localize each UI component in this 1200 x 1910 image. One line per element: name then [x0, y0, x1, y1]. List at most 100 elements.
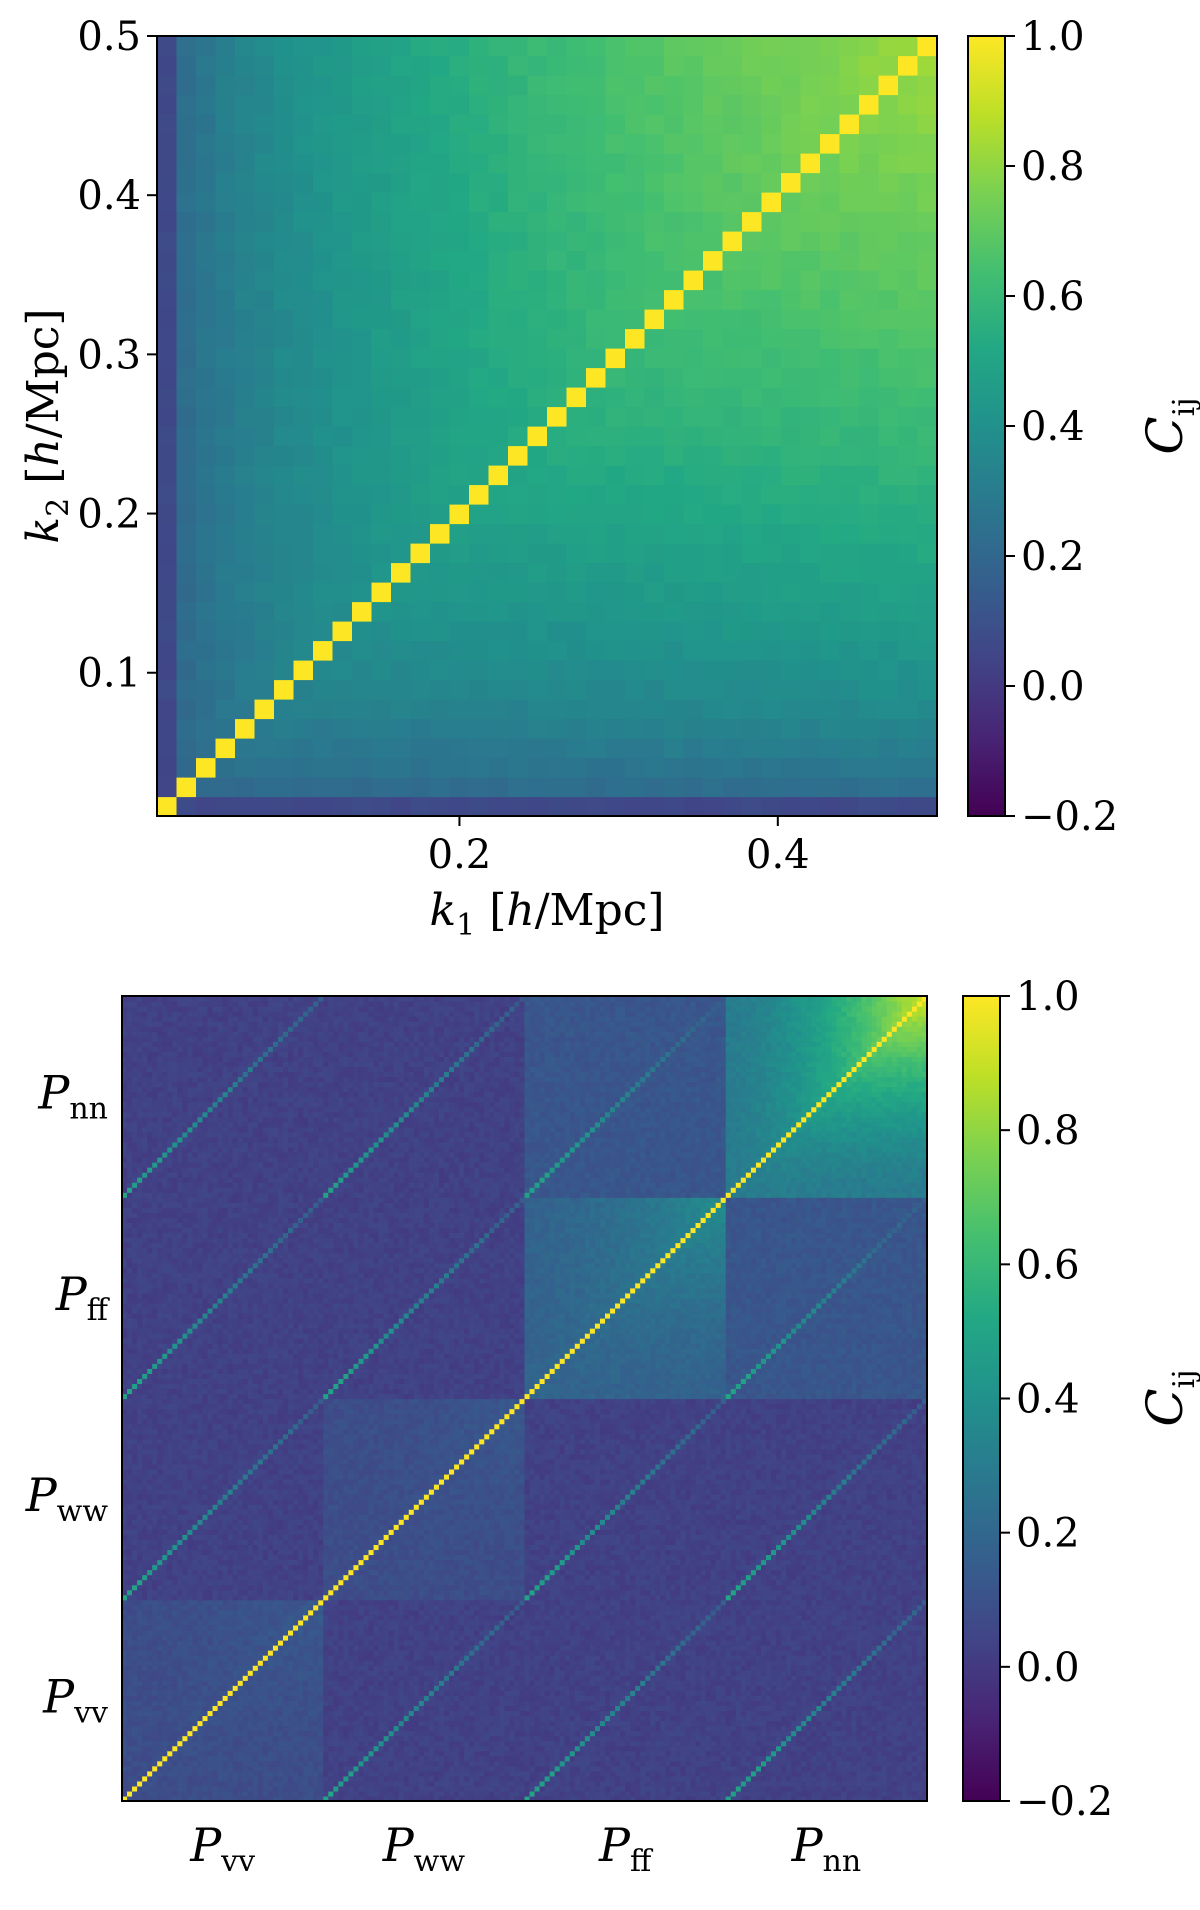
heatmap-cell [547, 36, 568, 57]
heatmap-cell [207, 1775, 214, 1782]
heatmap-cell [172, 1634, 178, 1641]
heatmap-cell [859, 660, 880, 681]
heatmap-cell [157, 484, 178, 505]
heatmap-cell [217, 1368, 224, 1374]
heatmap-cell [197, 1036, 204, 1042]
heatmap-cell [157, 996, 163, 1002]
heatmap-cell [192, 1207, 199, 1213]
heatmap-cell [222, 1453, 229, 1460]
heatmap-cell [152, 1479, 158, 1485]
heatmap-cell [177, 1141, 183, 1148]
heatmap-cell [132, 1383, 138, 1390]
heatmap-cell [182, 1307, 189, 1314]
heatmap-cell [122, 996, 128, 1002]
heatmap-cell [410, 660, 431, 681]
heatmap-cell [917, 718, 938, 739]
heatmap-cell [142, 1197, 148, 1203]
heatmap-cell [222, 1036, 229, 1042]
heatmap-cell [127, 1262, 133, 1269]
heatmap-cell [157, 1645, 163, 1651]
heatmap-cell [761, 426, 782, 447]
heatmap-cell [859, 796, 880, 817]
heatmap-cell [142, 1398, 148, 1405]
heatmap-cell [192, 1559, 199, 1566]
heatmap-cell [469, 192, 490, 213]
heatmap-cell [586, 523, 607, 544]
heatmap-cell [217, 1116, 224, 1123]
heatmap-cell [147, 1780, 153, 1787]
heatmap-cell [182, 1157, 189, 1163]
heatmap-cell [781, 426, 802, 447]
heatmap-cell [157, 1378, 163, 1385]
heatmap-cell [142, 1629, 148, 1636]
heatmap-cell [469, 777, 490, 798]
heatmap-cell [172, 1338, 178, 1344]
heatmap-cell [142, 1287, 148, 1294]
heatmap-cell [137, 1111, 143, 1118]
heatmap-cell [167, 1116, 173, 1123]
heatmap-cell [127, 1463, 133, 1470]
heatmap-cell [147, 1624, 153, 1631]
heatmap-cell [391, 777, 412, 798]
heatmap-cell [212, 1041, 219, 1047]
heatmap-cell [217, 1056, 224, 1063]
heatmap-cell [122, 1695, 128, 1701]
heatmap-cell [742, 543, 763, 564]
heatmap-cell [196, 699, 217, 720]
heatmap-cell [207, 1338, 214, 1344]
heatmap-cell [122, 1197, 128, 1203]
heatmap-cell [566, 699, 587, 720]
heatmap-cell [147, 1634, 153, 1641]
heatmap-cell [162, 1468, 168, 1475]
heatmap-cell [172, 1277, 178, 1284]
heatmap-cell [683, 679, 704, 700]
heatmap-cell [162, 1479, 168, 1485]
heatmap-cell [157, 1589, 163, 1596]
heatmap-cell [187, 1167, 194, 1173]
heatmap-cell [222, 1318, 229, 1324]
heatmap-cell [859, 94, 880, 115]
heatmap-cell [605, 328, 626, 349]
heatmap-cell [152, 1222, 158, 1229]
heatmap-cell [217, 1629, 224, 1636]
heatmap-cell [162, 1101, 168, 1108]
heatmap-cell [182, 1116, 189, 1123]
heatmap-cell [167, 1675, 173, 1681]
heatmap-cell [566, 406, 587, 427]
heatmap-cell [202, 1408, 209, 1415]
heatmap-cell [122, 1277, 128, 1284]
heatmap-cell [293, 348, 314, 369]
heatmap-cell [859, 601, 880, 622]
heatmap-cell [132, 1539, 138, 1546]
heatmap-cell [192, 1428, 199, 1435]
heatmap-cell [527, 445, 548, 466]
heatmap-cell [212, 1131, 219, 1138]
heatmap-cell [703, 75, 724, 96]
heatmap-cell [137, 1378, 143, 1385]
heatmap-cell [202, 1177, 209, 1183]
heatmap-cell [127, 1690, 133, 1696]
heatmap-cell [703, 309, 724, 330]
heatmap-cell [167, 1519, 173, 1525]
heatmap-cell [197, 1463, 204, 1470]
heatmap-cell [176, 309, 197, 330]
heatmap-cell [508, 699, 529, 720]
heatmap-cell [878, 348, 899, 369]
heatmap-cell [839, 601, 860, 622]
heatmap-cell [212, 1534, 219, 1540]
heatmap-cell [177, 1564, 183, 1571]
heatmap-cell [152, 1705, 158, 1712]
heatmap-cell [192, 1312, 199, 1319]
heatmap-cell [157, 1524, 163, 1530]
heatmap-cell [132, 1453, 138, 1460]
heatmap-cell [820, 777, 841, 798]
heatmap-cell [157, 1041, 163, 1047]
heatmap-cell [222, 1187, 229, 1193]
heatmap-cell [703, 231, 724, 252]
heatmap-cell [274, 699, 295, 720]
heatmap-cell [122, 1358, 128, 1364]
heatmap-cell [761, 543, 782, 564]
heatmap-cell [137, 1594, 143, 1601]
heatmap-cell [605, 777, 626, 798]
heatmap-cell [182, 1227, 189, 1234]
